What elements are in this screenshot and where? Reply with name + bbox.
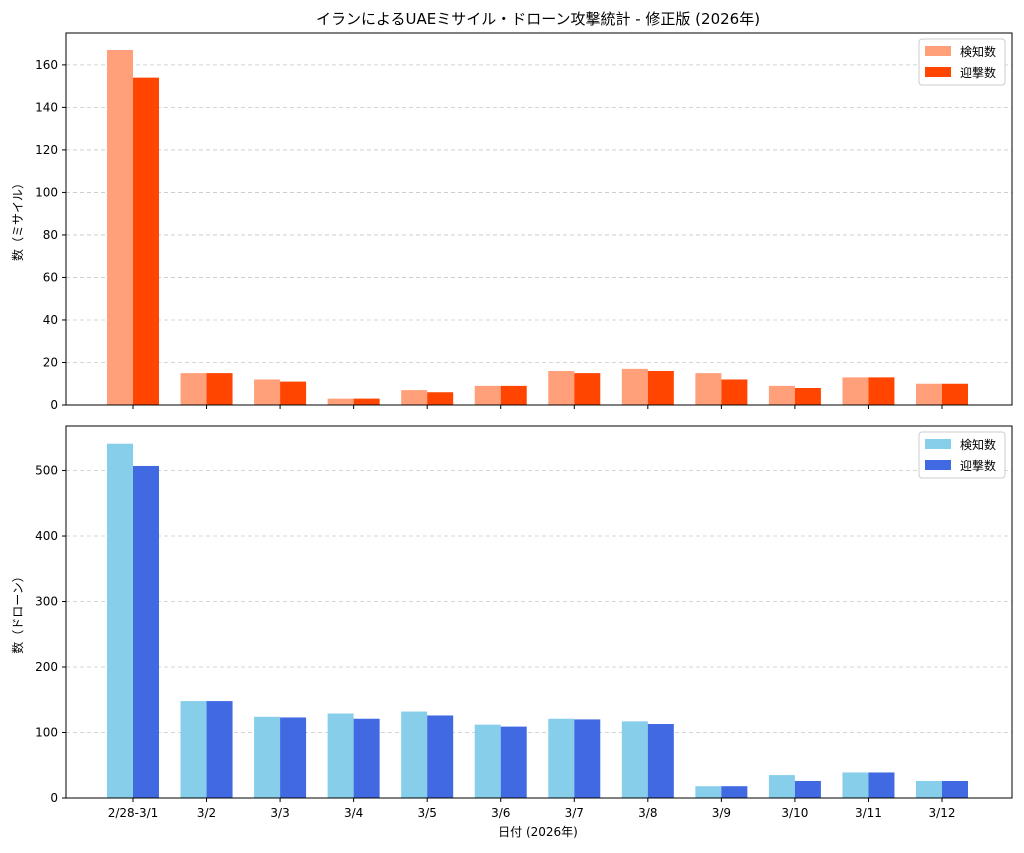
y-tick-label: 500 bbox=[35, 464, 58, 478]
bar-intercepted bbox=[427, 392, 454, 405]
y-tick-label: 20 bbox=[43, 355, 58, 369]
drone-panel: 0 100 200 300 400 500 2/28-3/1 3/2 3/3 3/4 3/5 3/6 3… bbox=[10, 425, 1013, 820]
legend-swatch bbox=[925, 67, 951, 77]
bar-detected bbox=[254, 716, 281, 798]
x-tick-label: 3/9 bbox=[712, 806, 731, 820]
legend-label: 迎撃数 bbox=[960, 458, 996, 473]
bar-detected bbox=[916, 383, 942, 405]
bar-intercepted bbox=[721, 379, 748, 405]
bar-detected bbox=[842, 772, 869, 798]
bar-intercepted bbox=[647, 370, 674, 405]
bar-detected bbox=[474, 724, 501, 798]
bar-detected bbox=[107, 50, 133, 406]
x-tick-label: 3/8 bbox=[638, 806, 657, 820]
y-tick-label: 100 bbox=[35, 185, 58, 199]
bar-intercepted bbox=[500, 726, 527, 798]
x-tick-label: 3/3 bbox=[270, 806, 289, 820]
bar-detected bbox=[916, 780, 942, 798]
y-tick-label: 400 bbox=[35, 529, 58, 543]
bar-intercepted bbox=[647, 723, 674, 798]
bar-detected bbox=[621, 368, 648, 405]
bar-intercepted bbox=[574, 373, 601, 405]
y-tick-label: 40 bbox=[43, 313, 58, 327]
bar-intercepted bbox=[574, 719, 601, 798]
x-tick-label: 3/11 bbox=[855, 806, 882, 820]
y-tick-label: 120 bbox=[35, 143, 58, 157]
y-tick-label: 0 bbox=[50, 398, 58, 412]
legend-swatch bbox=[925, 460, 951, 470]
bar-detected bbox=[768, 385, 795, 405]
bar-detected bbox=[842, 377, 869, 405]
x-tick-label: 3/5 bbox=[418, 806, 437, 820]
bar-detected bbox=[180, 701, 207, 798]
bar-detected bbox=[695, 786, 722, 798]
bar-detected bbox=[548, 370, 575, 405]
y-tick-label: 100 bbox=[35, 726, 58, 740]
bar-intercepted bbox=[942, 383, 968, 405]
bar-intercepted bbox=[721, 786, 748, 798]
y-tick-label: 200 bbox=[35, 660, 58, 674]
bar-detected bbox=[254, 379, 281, 405]
x-tick-label: 3/6 bbox=[491, 806, 510, 820]
bar-detected bbox=[695, 373, 722, 405]
bar-intercepted bbox=[794, 387, 821, 405]
bar-detected bbox=[401, 711, 428, 798]
y-tick-label: 140 bbox=[35, 100, 58, 114]
y-tick-label: 160 bbox=[35, 58, 58, 72]
y-tick-label: 80 bbox=[43, 228, 58, 242]
y-axis-label: 数（ドローン） bbox=[10, 570, 25, 653]
bar-intercepted bbox=[794, 780, 821, 798]
bar-detected bbox=[401, 390, 428, 405]
legend-label: 迎撃数 bbox=[960, 65, 996, 80]
legend-swatch bbox=[925, 439, 951, 449]
bar-intercepted bbox=[868, 377, 895, 405]
bar-detected bbox=[621, 721, 648, 798]
x-axis-label: 日付 (2026年) bbox=[498, 825, 578, 839]
bar-intercepted bbox=[942, 780, 968, 798]
x-tick-label: 2/28-3/1 bbox=[108, 806, 159, 820]
bar-detected bbox=[768, 775, 795, 798]
bar-intercepted bbox=[353, 398, 380, 405]
bar-detected bbox=[327, 398, 354, 405]
y-axis-label: 数（ミサイル） bbox=[10, 177, 25, 261]
legend-swatch bbox=[925, 46, 951, 56]
bar-intercepted bbox=[427, 715, 454, 798]
legend-label: 検知数 bbox=[960, 44, 996, 59]
axes-frame bbox=[65, 425, 1013, 799]
bar-detected bbox=[474, 385, 501, 405]
bar-intercepted bbox=[206, 701, 233, 798]
chart-title: イランによるUAEミサイル・ドローン攻撃統計 - 修正版 (2026年) bbox=[316, 10, 760, 28]
y-tick-label: 60 bbox=[43, 270, 58, 284]
x-tick-label: 3/2 bbox=[197, 806, 216, 820]
axes-frame bbox=[65, 32, 1013, 406]
y-tick-label: 300 bbox=[35, 595, 58, 609]
y-tick-label: 0 bbox=[50, 791, 58, 805]
bar-detected bbox=[107, 443, 133, 798]
x-tick-label: 3/7 bbox=[565, 806, 584, 820]
bar-intercepted bbox=[353, 718, 380, 798]
bar-intercepted bbox=[868, 772, 895, 798]
bar-intercepted bbox=[206, 373, 233, 405]
bar-intercepted bbox=[280, 381, 307, 405]
bar-detected bbox=[327, 713, 354, 798]
bar-detected bbox=[180, 373, 207, 405]
bar-intercepted bbox=[500, 385, 527, 405]
legend-label: 検知数 bbox=[960, 437, 996, 452]
bar-detected bbox=[548, 718, 575, 798]
x-tick-label: 3/10 bbox=[781, 806, 808, 820]
bar-intercepted bbox=[133, 465, 159, 798]
bar-intercepted bbox=[280, 717, 307, 798]
x-tick-label: 3/4 bbox=[344, 806, 363, 820]
x-tick-label: 3/12 bbox=[929, 806, 956, 820]
bar-intercepted bbox=[133, 77, 159, 405]
